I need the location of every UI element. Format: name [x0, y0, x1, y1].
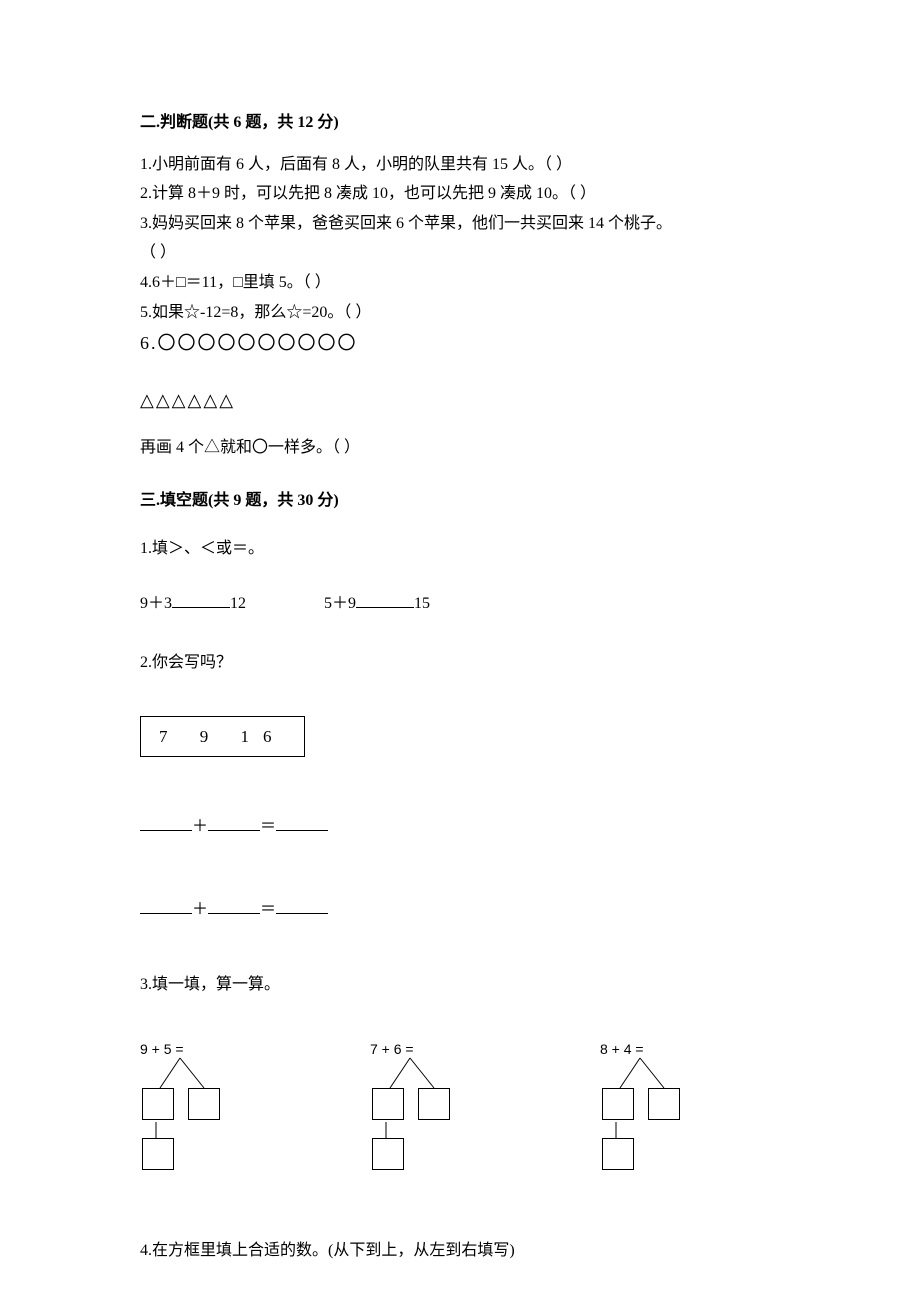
q2-6-triangles: △△△△△△ [140, 386, 780, 415]
section2-title: 二.判断题(共 6 题，共 12 分) [140, 110, 780, 136]
eq1-blank3[interactable] [276, 813, 328, 831]
eq1-blank2[interactable] [208, 813, 260, 831]
expr1-right: 12 [230, 595, 246, 612]
q2-1: 1.小明前面有 6 人，后面有 8 人，小明的队里共有 15 人。（ ） [140, 152, 780, 178]
blank-2[interactable] [356, 590, 414, 608]
diagram-2-box-left[interactable] [372, 1088, 404, 1120]
diagram-3-box-left[interactable] [602, 1088, 634, 1120]
blank-1[interactable] [172, 590, 230, 608]
q2-6-text: 再画 4 个△就和〇一样多。（ ） [140, 435, 780, 461]
plus-2: ＋ [192, 901, 208, 918]
diagram-3-box-right[interactable] [648, 1088, 680, 1120]
expr1-left: 9＋3 [140, 595, 172, 612]
eq-2: ＝ [260, 901, 276, 918]
q2-2: 2.计算 8＋9 时，可以先把 8 凑成 10，也可以先把 9 凑成 10。（ … [140, 181, 780, 207]
diagram-2-box-bottom[interactable] [372, 1138, 404, 1170]
diagram-1-box-left[interactable] [142, 1088, 174, 1120]
eq1-blank1[interactable] [140, 813, 192, 831]
q2-3a: 3.妈妈买回来 8 个苹果，爸爸买回来 6 个苹果，他们一共买回来 14 个桃子… [140, 211, 780, 237]
eq2-blank3[interactable] [276, 896, 328, 914]
eq-1: ＝ [260, 818, 276, 835]
q3-3-prompt: 3.填一填，算一算。 [140, 972, 780, 998]
diagram-2: 7 + 6 = [370, 1038, 510, 1188]
diagram-2-box-right[interactable] [418, 1088, 450, 1120]
q3-1-prompt: 1.填＞、＜或＝。 [140, 536, 780, 562]
q3-1-row: 9＋3 12 5＋9 15 [140, 590, 780, 617]
diagram-1-box-right[interactable] [188, 1088, 220, 1120]
plus-1: ＋ [192, 818, 208, 835]
diagram-3-box-bottom[interactable] [602, 1138, 634, 1170]
diagrams-row: 9 + 5 = 7 + 6 = 8 + 4 = [140, 1038, 780, 1188]
eq2-blank1[interactable] [140, 896, 192, 914]
expr2-left: 5＋9 [324, 595, 356, 612]
q3-2-prompt: 2.你会写吗？ [140, 650, 780, 676]
section3-title: 三.填空题(共 9 题，共 30 分) [140, 488, 780, 514]
expr2-right: 15 [414, 595, 430, 612]
diagram-1-box-bottom[interactable] [142, 1138, 174, 1170]
q3-4-prompt: 4.在方框里填上合适的数。(从下到上，从左到右填写) [140, 1238, 780, 1264]
q2-3b: （ ） [140, 240, 780, 266]
q3-2-eq1: ＋＝ [140, 813, 780, 840]
number-box: 7 9 16 [140, 716, 305, 757]
q2-4: 4.6＋□＝11，□里填 5。（ ） [140, 270, 780, 296]
q2-5: 5.如果☆-12=8，那么☆=20。（ ） [140, 300, 780, 326]
diagram-1: 9 + 5 = [140, 1038, 280, 1188]
q3-2-box: 7 9 16 [140, 716, 780, 757]
q3-2-eq2: ＋＝ [140, 896, 780, 923]
eq2-blank2[interactable] [208, 896, 260, 914]
diagram-3: 8 + 4 = [600, 1038, 740, 1188]
q2-6-circles: 6.〇〇〇〇〇〇〇〇〇〇 [140, 329, 780, 358]
